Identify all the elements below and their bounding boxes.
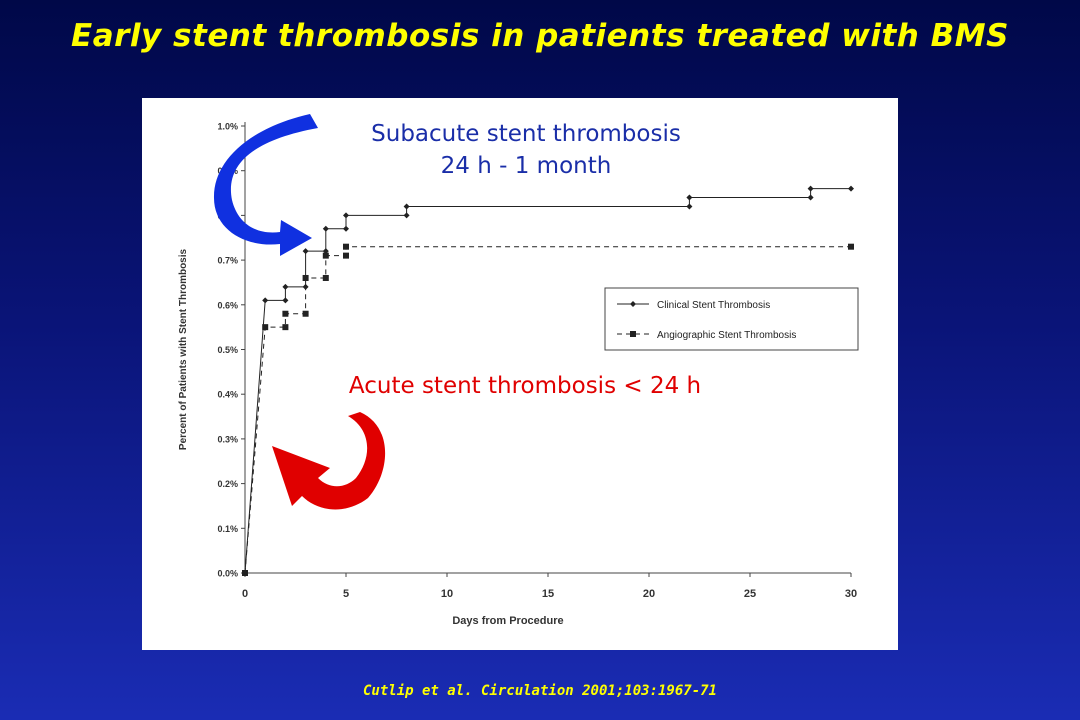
y-tick-label: 0.4%: [217, 390, 238, 400]
legend-clinical-label: Clinical Stent Thrombosis: [657, 300, 770, 311]
clinical-point: [282, 297, 289, 304]
x-tick-label: 10: [441, 588, 453, 600]
y-tick-label: 0.6%: [217, 300, 238, 310]
x-tick-label: 20: [643, 588, 655, 600]
subacute-annotation: Subacute stent thrombosis 24 h - 1 month: [316, 118, 736, 182]
clinical-point: [686, 203, 693, 210]
x-tick-label: 15: [542, 588, 554, 600]
x-tick-label: 0: [242, 588, 248, 600]
clinical-point: [343, 212, 349, 219]
angiographic-point: [343, 252, 349, 259]
subacute-annotation-line1: Subacute stent thrombosis: [371, 121, 681, 147]
clinical-point: [848, 185, 854, 192]
angiographic-point: [302, 274, 309, 281]
angiographic-point: [262, 324, 269, 331]
x-axis-label: Days from Procedure: [452, 615, 563, 627]
y-tick-label: 0.3%: [217, 434, 238, 444]
x-tick-label: 30: [845, 588, 857, 600]
subacute-annotation-line2: 24 h - 1 month: [440, 153, 612, 179]
y-tick-label: 0.8%: [217, 211, 238, 221]
legend-angiographic-label: Angiographic Stent Thrombosis: [657, 330, 796, 341]
clinical-point: [403, 212, 410, 219]
legend-box: [604, 287, 859, 351]
angiographic-point: [343, 243, 349, 250]
slide-title: Early stent thrombosis in patients treat…: [71, 18, 1009, 54]
angiographic-point: [322, 274, 329, 281]
angiographic-point: [302, 310, 309, 317]
angiographic-point: [322, 252, 329, 259]
y-tick-label: 0.9%: [217, 166, 238, 176]
y-tick-label: 0.1%: [217, 524, 238, 534]
y-tick-label: 0.7%: [217, 256, 238, 266]
clinical-point: [302, 248, 309, 255]
legend-angiographic-marker: [630, 331, 636, 337]
x-tick-label: 25: [744, 588, 756, 600]
citation: Cutlip et al. Circulation 2001;103:1967-…: [362, 683, 717, 699]
clinical-point: [322, 225, 329, 232]
angiographic-point: [848, 243, 854, 250]
legend-clinical-marker: [630, 301, 636, 307]
angiographic-point: [282, 310, 289, 317]
origin-point: [242, 570, 248, 576]
angiographic-point: [282, 324, 289, 331]
y-tick-label: 1.0%: [217, 122, 238, 132]
clinical-point: [686, 194, 693, 201]
clinical-point: [807, 185, 814, 192]
y-tick-label: 0.2%: [217, 479, 238, 489]
clinical-point: [282, 283, 289, 290]
y-tick-label: 0.5%: [217, 345, 238, 355]
clinical-point: [403, 203, 410, 210]
stent-thrombosis-chart: 0.0% 0.1% 0.2% 0.3% 0.4% 0.5% 0.6% 0.7% 0.8% 0.9%…: [178, 122, 859, 627]
clinical-point: [343, 225, 349, 232]
clinical-point: [262, 297, 269, 304]
clinical-point: [807, 194, 814, 201]
y-axis-label: Percent of Patients with Stent Thrombosi…: [178, 248, 189, 450]
acute-annotation: Acute stent thrombosis < 24 h: [348, 373, 702, 399]
x-tick-label: 5: [343, 588, 349, 600]
y-tick-label: 0.0%: [217, 569, 238, 579]
